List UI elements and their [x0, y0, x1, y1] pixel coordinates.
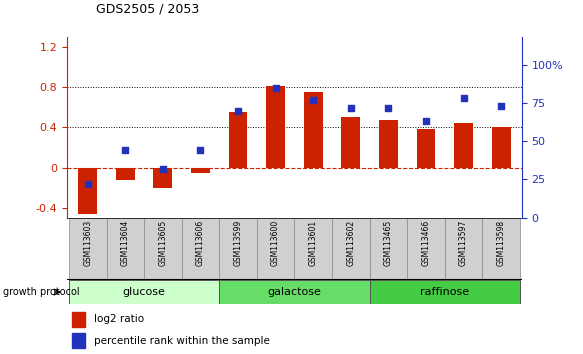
Text: GSM113599: GSM113599 — [234, 220, 243, 267]
Bar — [445, 218, 482, 280]
Text: raffinose: raffinose — [420, 287, 469, 297]
Text: galactose: galactose — [268, 287, 321, 297]
Point — [83, 181, 92, 187]
Point — [459, 96, 468, 101]
Bar — [304, 92, 322, 167]
Bar — [153, 167, 172, 188]
Bar — [182, 218, 219, 280]
Bar — [229, 113, 247, 167]
Text: GSM113603: GSM113603 — [83, 220, 92, 267]
Text: GSM113465: GSM113465 — [384, 220, 393, 267]
Bar — [491, 127, 511, 167]
Bar — [72, 312, 85, 327]
Text: GSM113602: GSM113602 — [346, 220, 355, 266]
Text: GSM113466: GSM113466 — [422, 220, 430, 267]
Text: glucose: glucose — [122, 287, 166, 297]
Bar — [294, 218, 332, 280]
Text: GSM113604: GSM113604 — [121, 220, 130, 267]
Text: log2 ratio: log2 ratio — [94, 314, 145, 325]
Bar — [342, 118, 360, 167]
Text: GSM113601: GSM113601 — [309, 220, 318, 266]
Point — [308, 97, 318, 103]
Text: GSM113600: GSM113600 — [271, 220, 280, 267]
Bar — [219, 280, 370, 304]
Bar — [370, 218, 407, 280]
Text: GSM113606: GSM113606 — [196, 220, 205, 267]
Point — [497, 103, 506, 109]
Point — [121, 148, 130, 153]
Bar — [266, 86, 285, 167]
Bar — [69, 280, 219, 304]
Bar — [144, 218, 182, 280]
Bar — [72, 333, 85, 348]
Point — [384, 105, 393, 110]
Point — [158, 166, 167, 172]
Bar — [454, 124, 473, 167]
Bar — [107, 218, 144, 280]
Text: GSM113598: GSM113598 — [497, 220, 505, 266]
Bar — [370, 280, 520, 304]
Text: GDS2505 / 2053: GDS2505 / 2053 — [96, 3, 199, 16]
Point — [196, 148, 205, 153]
Point — [422, 119, 431, 124]
Point — [233, 108, 243, 113]
Point — [346, 105, 356, 110]
Bar — [482, 218, 520, 280]
Bar — [191, 167, 210, 172]
Text: GSM113605: GSM113605 — [159, 220, 167, 267]
Bar — [78, 167, 97, 214]
Text: GSM113597: GSM113597 — [459, 220, 468, 267]
Text: growth protocol: growth protocol — [3, 287, 79, 297]
Text: percentile rank within the sample: percentile rank within the sample — [94, 336, 270, 346]
Point — [271, 85, 280, 91]
Bar — [69, 218, 107, 280]
Bar — [379, 120, 398, 167]
Bar — [407, 218, 445, 280]
Bar — [257, 218, 294, 280]
Bar — [417, 130, 436, 167]
Bar — [116, 167, 135, 179]
Bar — [332, 218, 370, 280]
Bar — [219, 218, 257, 280]
